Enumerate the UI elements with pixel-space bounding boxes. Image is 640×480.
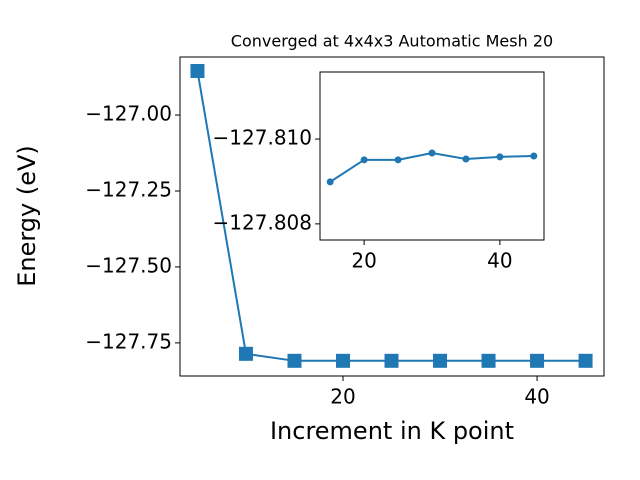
- data-point: [481, 353, 496, 368]
- data-point: [462, 155, 470, 163]
- data-point: [190, 63, 205, 78]
- data-point: [530, 152, 538, 160]
- data-point: [287, 353, 302, 368]
- x-tick-label: 40: [524, 385, 549, 409]
- y-tick-label: −127.50: [85, 253, 172, 277]
- y-tick-label: −127.25: [85, 177, 172, 201]
- y-tick-label: −127.00: [85, 102, 172, 126]
- data-point: [496, 153, 504, 161]
- y-tick-label: −127.810: [213, 126, 312, 150]
- data-point: [336, 353, 351, 368]
- data-point: [326, 178, 334, 186]
- data-point: [360, 156, 368, 164]
- data-point: [384, 353, 399, 368]
- x-tick-label: 40: [487, 249, 512, 273]
- y-tick-label: −127.75: [85, 329, 172, 353]
- x-tick-label: 20: [330, 385, 355, 409]
- data-point: [394, 156, 402, 164]
- chart-title: Converged at 4x4x3 Automatic Mesh 20: [231, 32, 553, 51]
- data-point: [428, 149, 436, 157]
- x-tick-label: 20: [351, 249, 376, 273]
- data-point: [530, 353, 545, 368]
- y-tick-label: −127.808: [213, 210, 312, 234]
- data-point: [238, 346, 253, 361]
- x-axis-label: Increment in K point: [270, 417, 514, 445]
- data-point: [578, 353, 593, 368]
- y-axis-label: Energy (eV): [13, 145, 41, 287]
- data-point: [433, 353, 448, 368]
